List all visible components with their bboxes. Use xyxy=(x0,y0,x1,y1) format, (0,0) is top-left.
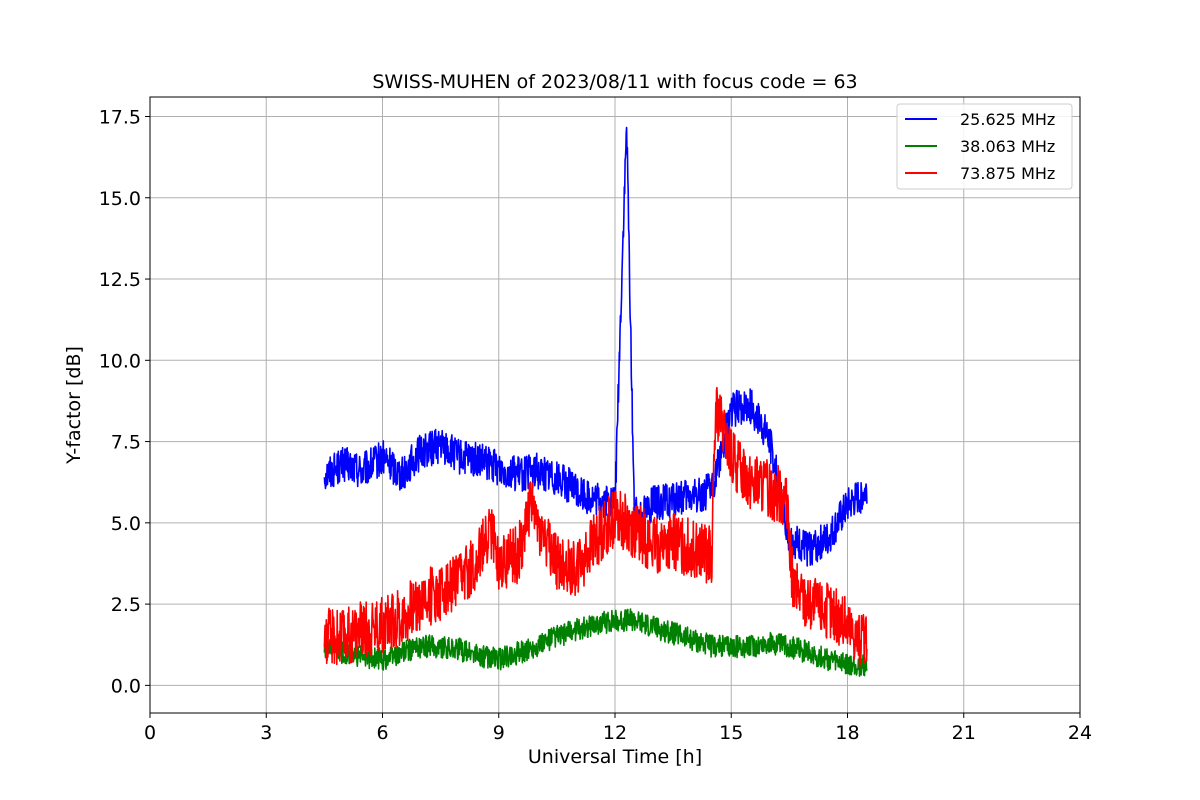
y-tick-label: 10.0 xyxy=(99,350,141,372)
series-layer xyxy=(323,126,868,677)
legend-label: 73.875 MHz xyxy=(960,164,1055,183)
y-tick-label: 17.5 xyxy=(99,107,141,129)
x-tick-label: 21 xyxy=(952,722,976,744)
legend-label: 38.063 MHz xyxy=(960,137,1055,156)
x-tick-label: 6 xyxy=(376,722,388,744)
x-tick-label: 3 xyxy=(260,722,272,744)
x-tick-label: 9 xyxy=(493,722,505,744)
y-tick-label: 5.0 xyxy=(111,513,141,535)
legend-label: 25.625 MHz xyxy=(960,110,1055,129)
y-axis-label: Y-factor [dB] xyxy=(63,346,85,465)
y-tick-label: 7.5 xyxy=(111,432,141,454)
y-tick-label: 0.0 xyxy=(111,675,141,697)
x-tick-label: 18 xyxy=(835,722,859,744)
y-tick-label: 15.0 xyxy=(99,188,141,210)
x-tick-label: 12 xyxy=(603,722,627,744)
ticks: 0 3 6 9 12 15 18 21 24 0.0 2.5 5.0 7.5 10.0 12.5 15.0 17… xyxy=(99,107,1092,744)
x-axis-label: Universal Time [h] xyxy=(528,746,702,768)
y-tick-label: 12.5 xyxy=(99,269,141,291)
series-line-2 xyxy=(323,608,868,677)
x-tick-label: 15 xyxy=(719,722,743,744)
legend: 25.625 MHz 38.063 MHz 73.875 MHz xyxy=(896,103,1073,190)
x-tick-label: 24 xyxy=(1068,722,1092,744)
legend-box xyxy=(896,103,1073,190)
x-tick-label: 0 xyxy=(144,722,156,744)
chart-title: SWISS-MUHEN of 2023/08/11 with focus cod… xyxy=(372,71,857,93)
series-line-3 xyxy=(323,386,868,669)
y-tick-label: 2.5 xyxy=(111,594,141,616)
